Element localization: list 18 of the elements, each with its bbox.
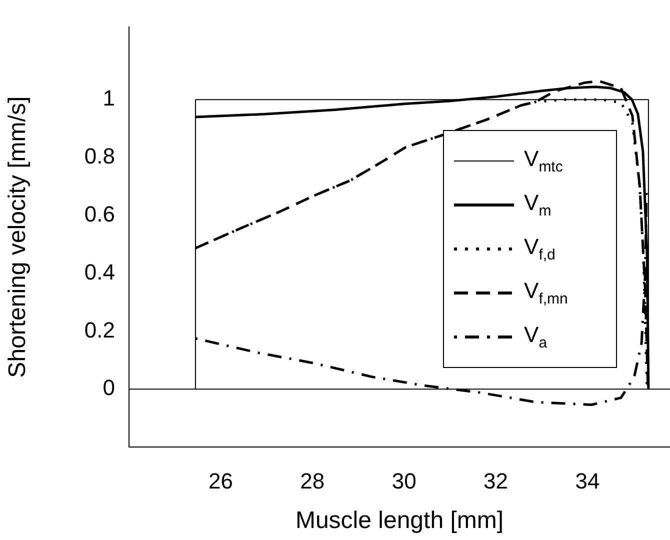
- y-axis-title: Shortening velocity [mm/s]: [4, 96, 32, 378]
- x-tick-label: 30: [392, 468, 416, 494]
- x-tick-label: 28: [300, 468, 325, 494]
- y-tick-label: 0.4: [84, 259, 115, 284]
- y-tick-label: 0.2: [84, 317, 115, 342]
- legend-label: V$_{m}$: [524, 190, 552, 220]
- legend-label: V$_{mtc}$: [524, 146, 563, 176]
- legend-label: V$_{f,mn}$: [524, 278, 568, 308]
- x-tick-label: 26: [208, 468, 233, 494]
- y-tick-label: 0.8: [84, 144, 115, 169]
- x-tick-label: 32: [484, 468, 508, 494]
- x-tick-label: 34: [575, 468, 600, 494]
- y-tick-label: 0: [102, 375, 115, 400]
- legend-label: V$_{a}$: [524, 322, 548, 352]
- y-tick-label: 1: [102, 86, 115, 111]
- legend-label: V$_{f,d}$: [524, 234, 556, 264]
- x-axis-title: Muscle length [mm]: [295, 507, 504, 534]
- y-tick-label: 0.6: [84, 201, 115, 226]
